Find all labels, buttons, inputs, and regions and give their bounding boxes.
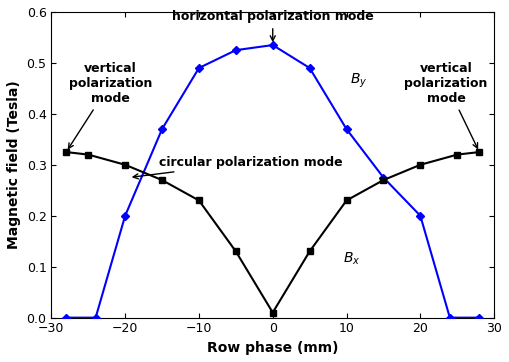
- Y-axis label: Magnetic field (Tesla): Magnetic field (Tesla): [7, 80, 21, 249]
- Text: $B_x$: $B_x$: [343, 251, 360, 267]
- Text: horizontal polarization mode: horizontal polarization mode: [172, 10, 374, 41]
- Text: vertical
polarization
mode: vertical polarization mode: [69, 62, 152, 148]
- Text: circular polarization mode: circular polarization mode: [133, 156, 343, 179]
- Text: $B_y$: $B_y$: [350, 72, 367, 90]
- X-axis label: Row phase (mm): Row phase (mm): [207, 341, 338, 355]
- Text: vertical
polarization
mode: vertical polarization mode: [405, 62, 488, 148]
